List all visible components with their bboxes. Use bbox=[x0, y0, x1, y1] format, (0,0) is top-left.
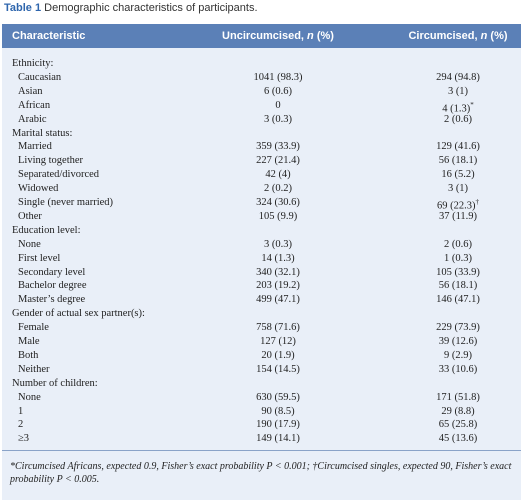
row-label: African bbox=[18, 99, 51, 111]
row-label: Neither bbox=[18, 363, 50, 375]
cell: 1 (0.3) bbox=[444, 252, 472, 264]
section-title: Gender of actual sex partner(s): bbox=[12, 308, 145, 320]
cell: 1041 (98.3) bbox=[253, 71, 303, 83]
header-part: Uncircumcised, bbox=[222, 30, 308, 42]
cell: 90 (8.5) bbox=[261, 405, 295, 417]
cell: 340 (32.1) bbox=[256, 266, 300, 278]
section-title: Marital status: bbox=[12, 127, 73, 139]
cell: 33 (10.6) bbox=[438, 363, 478, 375]
cell: 14 (1.3) bbox=[261, 252, 295, 264]
cell: 127 (12) bbox=[260, 336, 296, 347]
cell: 149 (14.1) bbox=[256, 433, 300, 445]
caption-label: Table 1 bbox=[4, 2, 42, 14]
cell: 3 (1) bbox=[447, 85, 469, 97]
section-title: Education level: bbox=[12, 224, 81, 236]
cell-text: 4 (1.3) bbox=[442, 103, 471, 115]
section-title: Number of children: bbox=[12, 377, 98, 389]
cell: 39 (12.6) bbox=[438, 336, 478, 347]
row-label: Other bbox=[18, 210, 42, 222]
cell: 29 (8.8) bbox=[441, 405, 475, 417]
caption: Table 1 Demographic characteristics of p… bbox=[4, 2, 258, 14]
cell: 129 (41.6) bbox=[436, 141, 480, 153]
row-label: Arabic bbox=[18, 113, 47, 125]
cell: 69 (22.3)† bbox=[437, 196, 479, 213]
row-label: Male bbox=[18, 336, 40, 347]
row-label: Bachelor degree bbox=[18, 280, 87, 292]
cell: 3 (0.3) bbox=[264, 113, 292, 125]
cell: 45 (13.6) bbox=[438, 433, 478, 445]
cell-note-mark: * bbox=[470, 100, 474, 109]
cell: 105 (9.9) bbox=[258, 210, 298, 222]
row-label: Asian bbox=[18, 85, 43, 97]
row-label: Single (never married) bbox=[18, 197, 114, 208]
cell: 16 (5.2) bbox=[441, 169, 475, 181]
table-header: Characteristic Uncircumcised, n (%) Circum… bbox=[2, 24, 521, 48]
cell: 6 (0.6) bbox=[264, 85, 292, 97]
cell: 203 (19.2) bbox=[256, 280, 300, 292]
header-part: (%) bbox=[313, 30, 334, 42]
header-part: (%) bbox=[487, 30, 508, 42]
header-part: Characteristic bbox=[12, 30, 86, 42]
row-label: None bbox=[18, 238, 41, 250]
row-label: First level bbox=[18, 252, 61, 264]
cell: 2 (0.6) bbox=[444, 238, 472, 250]
cell: 2 (0.6) bbox=[444, 113, 472, 125]
cell: 42 (4) bbox=[265, 169, 291, 181]
row-label: Widowed bbox=[18, 183, 59, 195]
row-label: Caucasian bbox=[18, 71, 62, 83]
table: Characteristic Uncircumcised, n (%) Circum… bbox=[2, 24, 521, 500]
column-header: Circumcised, n (%) bbox=[408, 30, 507, 42]
cell: 37 (11.9) bbox=[438, 210, 478, 222]
cell: 105 (33.9) bbox=[436, 266, 480, 278]
row-label: 1 bbox=[18, 405, 24, 417]
row-label: Living together bbox=[18, 155, 84, 167]
header-part: Circumcised, bbox=[408, 30, 481, 42]
footnote-rule bbox=[2, 450, 521, 451]
cell: 227 (21.4) bbox=[256, 155, 300, 167]
cell: 3 (1) bbox=[447, 183, 469, 195]
row-label: Secondary level bbox=[18, 266, 86, 278]
cell: 2 (0.2) bbox=[264, 183, 292, 195]
cell: 758 (71.6) bbox=[256, 322, 300, 334]
cell: 499 (47.1) bbox=[256, 294, 300, 306]
cell: 3 (0.3) bbox=[264, 238, 292, 250]
cell: 65 (25.8) bbox=[438, 419, 478, 431]
row-label: Both bbox=[18, 349, 39, 361]
cell: 56 (18.1) bbox=[438, 280, 478, 292]
cell-note-mark: † bbox=[475, 198, 480, 206]
cell: 0 bbox=[275, 99, 281, 111]
row-label: None bbox=[18, 391, 41, 403]
row-label: Female bbox=[18, 322, 49, 334]
cell: 146 (47.1) bbox=[436, 294, 480, 306]
row-label: 2 bbox=[18, 419, 24, 431]
cell: 171 (51.8) bbox=[436, 391, 480, 403]
caption-text: Demographic characteristics of participa… bbox=[44, 2, 258, 14]
column-header: Characteristic bbox=[12, 30, 85, 42]
row-label: Master’s degree bbox=[18, 294, 86, 306]
cell: 630 (59.5) bbox=[256, 391, 300, 403]
header-part: n bbox=[480, 30, 488, 42]
cell: 9 (2.9) bbox=[444, 349, 472, 361]
cell: 20 (1.9) bbox=[261, 349, 295, 361]
header-part: n bbox=[307, 30, 314, 42]
column-header: Uncircumcised, n (%) bbox=[222, 30, 334, 42]
row-label: Married bbox=[18, 141, 52, 153]
row-label: ≥3 bbox=[18, 433, 30, 445]
cell: 154 (14.5) bbox=[256, 363, 300, 375]
cell: 4 (1.3)* bbox=[442, 99, 474, 116]
cell: 324 (30.6) bbox=[256, 197, 300, 208]
footnote: *Circumcised Africans, expected 0.9, Fis… bbox=[10, 461, 512, 485]
cell: 229 (73.9) bbox=[436, 322, 480, 334]
cell: 294 (94.8) bbox=[436, 71, 480, 83]
cell: 56 (18.1) bbox=[438, 155, 478, 167]
cell: 190 (17.9) bbox=[256, 419, 300, 431]
cell: 359 (33.9) bbox=[256, 141, 300, 153]
row-label: Separated/divorced bbox=[18, 169, 100, 181]
cell-text: 69 (22.3) bbox=[437, 200, 476, 212]
section-title: Ethnicity: bbox=[12, 58, 54, 69]
